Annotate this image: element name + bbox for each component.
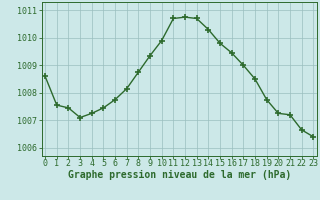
X-axis label: Graphe pression niveau de la mer (hPa): Graphe pression niveau de la mer (hPa)	[68, 170, 291, 180]
